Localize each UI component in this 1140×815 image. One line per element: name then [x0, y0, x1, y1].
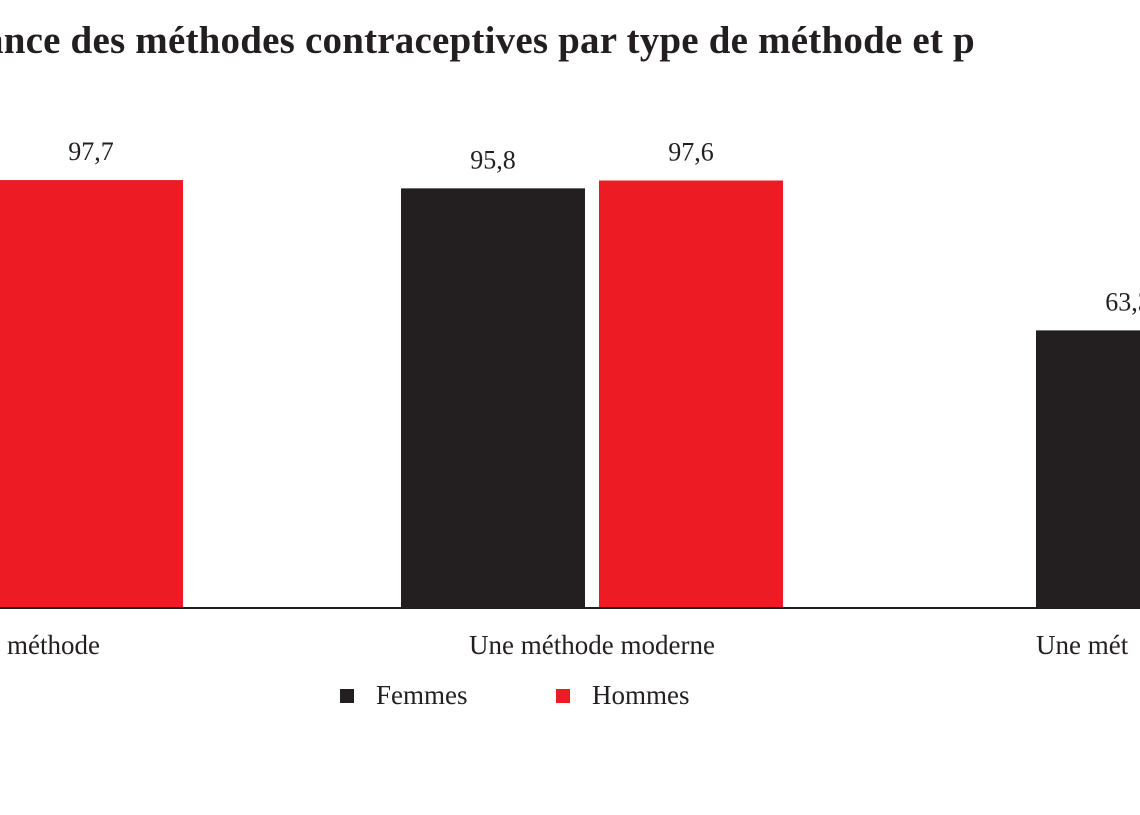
legend-swatch-hommes — [556, 688, 570, 703]
value-label-femmes-2: 63,3 — [1105, 287, 1140, 316]
bar-femmes-2 — [1036, 330, 1140, 607]
chart-title-text: ance des méthodes contraceptives par typ… — [0, 19, 975, 62]
chart-title: ance des méthodes contraceptives par typ… — [0, 18, 1140, 68]
legend-item-hommes: Hommes — [556, 680, 690, 711]
category-label-1: Une méthode moderne — [469, 630, 715, 660]
category-label-2: Une mét — [1036, 630, 1129, 660]
bar-hommes-0 — [0, 180, 183, 607]
legend: Femmes Hommes — [0, 680, 1140, 716]
bar-hommes-1 — [599, 180, 783, 607]
value-label-hommes-0: 97,7 — [68, 137, 114, 166]
legend-label-hommes: Hommes — [592, 680, 690, 710]
category-label-0: méthode — [7, 630, 100, 660]
legend-swatch-femmes — [340, 688, 354, 703]
bar-femmes-1 — [401, 188, 585, 607]
legend-item-femmes: Femmes — [340, 680, 468, 711]
legend-label-femmes: Femmes — [376, 680, 468, 710]
value-label-hommes-1: 97,6 — [668, 137, 714, 166]
value-label-femmes-1: 95,8 — [470, 145, 516, 174]
